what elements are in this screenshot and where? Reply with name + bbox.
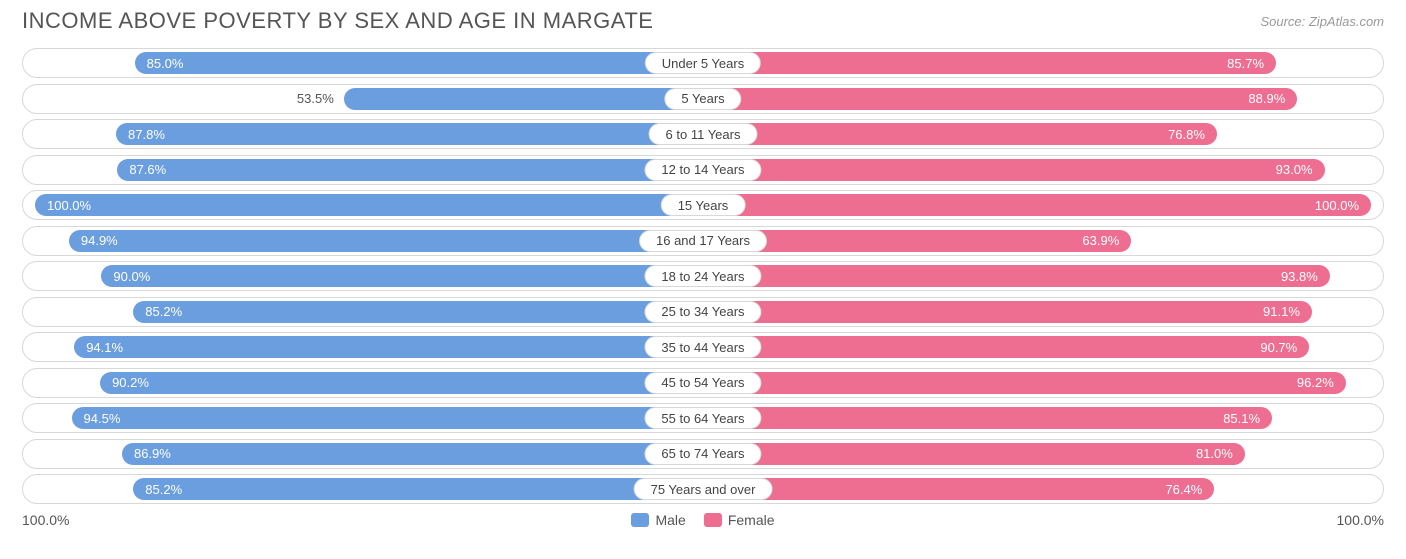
legend-item-male: Male	[631, 512, 685, 528]
male-bar: 85.2%	[133, 301, 699, 323]
female-bar: 88.9%	[707, 88, 1297, 110]
female-value-label: 76.4%	[1165, 482, 1202, 497]
female-value-label: 76.8%	[1168, 127, 1205, 142]
chart-row: 90.2% 96.2% 45 to 54 Years	[22, 368, 1384, 398]
male-bar: 87.6%	[117, 159, 699, 181]
male-bar: 86.9%	[122, 443, 699, 465]
diverging-bar-chart: 85.0% 85.7% Under 5 Years 53.5% 88.9% 5 Years…	[0, 48, 1406, 504]
female-value-label: 81.0%	[1196, 446, 1233, 461]
chart-row: 87.6% 93.0% 12 to 14 Years	[22, 155, 1384, 185]
chart-row: 94.1% 90.7% 35 to 44 Years	[22, 332, 1384, 362]
female-bar: 93.0%	[707, 159, 1325, 181]
female-bar: 63.9%	[707, 230, 1131, 252]
category-pill: Under 5 Years	[645, 52, 761, 74]
chart-title: INCOME ABOVE POVERTY BY SEX AND AGE IN M…	[22, 8, 653, 34]
female-value-label: 93.8%	[1281, 269, 1318, 284]
female-value-label: 63.9%	[1082, 233, 1119, 248]
female-bar: 85.1%	[707, 407, 1272, 429]
male-bar: 53.5%	[344, 88, 699, 110]
category-pill: 12 to 14 Years	[644, 159, 761, 181]
female-bar: 81.0%	[707, 443, 1245, 465]
male-bar: 94.9%	[69, 230, 699, 252]
chart-source: Source: ZipAtlas.com	[1260, 14, 1384, 29]
female-bar: 90.7%	[707, 336, 1309, 358]
chart-row: 85.2% 91.1% 25 to 34 Years	[22, 297, 1384, 327]
male-bar: 100.0%	[35, 194, 699, 216]
category-pill: 5 Years	[664, 88, 741, 110]
female-bar: 85.7%	[707, 52, 1276, 74]
female-value-label: 85.7%	[1227, 56, 1264, 71]
female-value-label: 93.0%	[1276, 162, 1313, 177]
legend-item-female: Female	[704, 512, 775, 528]
female-bar: 96.2%	[707, 372, 1346, 394]
female-value-label: 91.1%	[1263, 304, 1300, 319]
male-value-label: 86.9%	[134, 446, 171, 461]
chart-row: 53.5% 88.9% 5 Years	[22, 84, 1384, 114]
female-bar: 76.8%	[707, 123, 1217, 145]
female-bar: 100.0%	[707, 194, 1371, 216]
female-value-label: 85.1%	[1223, 411, 1260, 426]
male-value-label: 87.8%	[128, 127, 165, 142]
male-value-label: 100.0%	[47, 198, 91, 213]
chart-row: 90.0% 93.8% 18 to 24 Years	[22, 261, 1384, 291]
female-value-label: 90.7%	[1260, 340, 1297, 355]
female-value-label: 96.2%	[1297, 375, 1334, 390]
female-value-label: 100.0%	[1315, 198, 1359, 213]
chart-row: 100.0% 100.0% 15 Years	[22, 190, 1384, 220]
chart-row: 94.9% 63.9% 16 and 17 Years	[22, 226, 1384, 256]
female-bar: 91.1%	[707, 301, 1312, 323]
category-pill: 6 to 11 Years	[649, 123, 758, 145]
legend-label-female: Female	[728, 512, 775, 528]
chart-row: 85.0% 85.7% Under 5 Years	[22, 48, 1384, 78]
chart-footer: 100.0% Male Female 100.0%	[0, 510, 1406, 528]
male-bar: 90.2%	[100, 372, 699, 394]
male-value-label: 94.1%	[86, 340, 123, 355]
category-pill: 18 to 24 Years	[644, 265, 761, 287]
female-bar: 93.8%	[707, 265, 1330, 287]
chart-row: 86.9% 81.0% 65 to 74 Years	[22, 439, 1384, 469]
category-pill: 16 and 17 Years	[639, 230, 767, 252]
male-bar: 85.2%	[133, 478, 699, 500]
category-pill: 15 Years	[661, 194, 746, 216]
category-pill: 45 to 54 Years	[644, 372, 761, 394]
male-value-label: 94.9%	[81, 233, 118, 248]
male-bar: 90.0%	[101, 265, 699, 287]
male-bar: 85.0%	[135, 52, 699, 74]
male-value-label: 53.5%	[297, 91, 344, 106]
male-value-label: 85.2%	[145, 304, 182, 319]
axis-label-left: 100.0%	[22, 512, 69, 528]
category-pill: 25 to 34 Years	[644, 301, 761, 323]
male-value-label: 94.5%	[84, 411, 121, 426]
female-bar: 76.4%	[707, 478, 1214, 500]
category-pill: 75 Years and over	[634, 478, 773, 500]
chart-header: INCOME ABOVE POVERTY BY SEX AND AGE IN M…	[0, 0, 1406, 48]
legend-swatch-female	[704, 513, 722, 527]
chart-row: 87.8% 76.8% 6 to 11 Years	[22, 119, 1384, 149]
category-pill: 65 to 74 Years	[644, 443, 761, 465]
male-bar: 94.1%	[74, 336, 699, 358]
male-value-label: 90.0%	[113, 269, 150, 284]
category-pill: 55 to 64 Years	[644, 407, 761, 429]
chart-row: 85.2% 76.4% 75 Years and over	[22, 474, 1384, 504]
legend-swatch-male	[631, 513, 649, 527]
axis-label-right: 100.0%	[1337, 512, 1384, 528]
male-bar: 94.5%	[72, 407, 699, 429]
male-value-label: 85.2%	[145, 482, 182, 497]
chart-row: 94.5% 85.1% 55 to 64 Years	[22, 403, 1384, 433]
category-pill: 35 to 44 Years	[644, 336, 761, 358]
male-value-label: 87.6%	[129, 162, 166, 177]
female-value-label: 88.9%	[1248, 91, 1285, 106]
legend-label-male: Male	[655, 512, 685, 528]
male-value-label: 85.0%	[147, 56, 184, 71]
male-value-label: 90.2%	[112, 375, 149, 390]
legend: Male Female	[631, 512, 774, 528]
male-bar: 87.8%	[116, 123, 699, 145]
